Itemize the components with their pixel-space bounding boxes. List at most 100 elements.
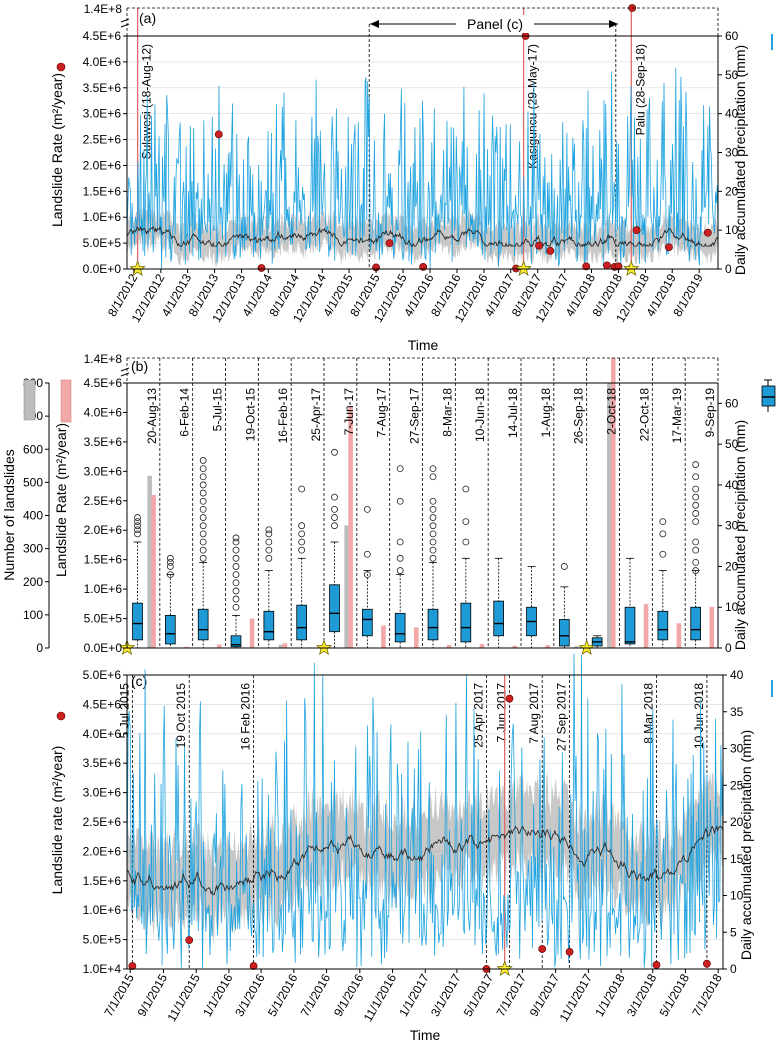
outlier-point (200, 482, 206, 488)
rate-point (703, 960, 710, 967)
rate-tick-label: 1.0E+6 (84, 582, 123, 596)
rate-legend-bar (61, 380, 71, 422)
box (362, 609, 372, 636)
box (494, 601, 504, 636)
x-tick-label: 9/1/2015 (135, 971, 171, 1019)
outlier-point (135, 515, 141, 521)
outlier-point (430, 466, 436, 472)
box (297, 605, 307, 640)
x-tick-label: 7/1/2018 (689, 971, 725, 1019)
star-icon (498, 962, 512, 976)
rate-legend-dot (57, 63, 65, 71)
star-icon (131, 262, 145, 276)
outlier-point (397, 539, 403, 545)
panel-c-note: Panel (c) (467, 16, 523, 32)
y-tick-label: 1.0E+6 (83, 210, 122, 224)
x-tick-label: 9/1/2017 (527, 971, 563, 1019)
x-tick-label: 1/1/2016 (200, 971, 236, 1019)
outlier-point (332, 515, 338, 521)
x-tick-label: 5/1/2017 (461, 971, 497, 1019)
panel-b-ylabel-rate: Landslide Rate (m²/year) (53, 423, 69, 577)
outlier-point (299, 531, 305, 537)
count-tick-label: 600 (23, 442, 43, 456)
y-tick-label: 3.5E+6 (83, 756, 122, 770)
rate-tick-label: 2.5E+6 (84, 494, 123, 508)
outlier-point (332, 506, 338, 512)
category-label: 10-Jun-18 (473, 388, 487, 442)
outlier-point (299, 539, 305, 545)
outlier-point (233, 535, 239, 541)
rate-bar (644, 604, 649, 648)
panel-a-ylabel: Landslide Rate (m²/year) (49, 73, 65, 227)
outlier-point (233, 572, 239, 578)
outlier-point (693, 519, 699, 525)
star-icon (317, 641, 331, 655)
outlier-point (430, 547, 436, 553)
rate-tick-label: 4.0E+6 (84, 405, 123, 419)
outlier-point (299, 547, 305, 553)
category-label: 8-Mar-18 (440, 388, 454, 437)
rate-bar (414, 627, 419, 648)
y-tick-label: 3.0E+6 (83, 786, 122, 800)
category-label: 7-Jun-17 (342, 388, 356, 436)
rate-tick-label: 3.0E+6 (84, 464, 123, 478)
count-tick-label: 400 (23, 509, 43, 523)
y-tick-label: 4.0E+6 (83, 727, 122, 741)
panel-a-break-tick: 1.4E+8 (84, 2, 123, 16)
event-label: 27 Sep 2017 (555, 683, 569, 751)
rate-bar (381, 626, 386, 648)
event-label: 7 Aug 2017 (527, 683, 541, 744)
category-label: 9-Sep-19 (703, 388, 717, 438)
outlier-point (200, 490, 206, 496)
category-label: 14-Jul-18 (506, 388, 520, 438)
outlier-point (397, 555, 403, 561)
category-label: 22-Oct-18 (637, 388, 651, 442)
rate-bar (348, 407, 353, 648)
rate-bar (217, 644, 222, 648)
rate-point (603, 262, 610, 269)
x-tick-label: 9/1/2016 (331, 971, 367, 1019)
outlier-point (430, 523, 436, 529)
outlier-point (430, 555, 436, 561)
rate-legend-dot (57, 712, 65, 720)
outlier-point (200, 474, 206, 480)
y2-tick-label: 5 (730, 925, 737, 939)
y-tick-label: 1.0E+4 (83, 962, 122, 976)
outlier-point (693, 559, 699, 565)
rate-point (539, 945, 546, 952)
x-tick-label: 3/1/2017 (428, 971, 464, 1019)
x-tick-label: 7/1/2015 (101, 971, 137, 1019)
rate-point (665, 244, 672, 251)
outlier-point (463, 539, 469, 545)
y-tick-label: 4.0E+6 (83, 55, 122, 69)
rate-bar (480, 644, 485, 648)
outlier-point (299, 486, 305, 492)
outlier-point (167, 555, 173, 561)
y2-tick-label: 60 (725, 396, 739, 410)
box (691, 607, 701, 640)
panel-a: (a) Sulawesi (18-Aug-12)Kasiguncu (29-Ma… (49, 2, 772, 353)
outlier-point (233, 555, 239, 561)
rate-bar (283, 643, 288, 648)
x-tick-label: 1/1/2017 (396, 971, 432, 1019)
category-label: 7-Aug-17 (375, 388, 389, 438)
y2-tick-label: 60 (725, 29, 739, 43)
count-tick-label: 300 (23, 542, 43, 556)
box (658, 611, 668, 640)
outlier-point (660, 519, 666, 525)
outlier-point (430, 498, 436, 504)
x-tick-label: 7/1/2016 (298, 971, 334, 1019)
outlier-point (693, 510, 699, 516)
rate-point (535, 242, 542, 249)
category-label: 26-Sep-18 (572, 388, 586, 444)
rate-point (386, 240, 393, 247)
box (133, 603, 143, 640)
box-legend-icon (762, 380, 775, 412)
panel-c-ylabel: Landslide rate (m²/year) (49, 746, 65, 895)
y2-tick-label: 0 (730, 962, 737, 976)
event-label: 8 Mar 2018 (641, 683, 655, 744)
axis-break-icon (121, 368, 129, 376)
